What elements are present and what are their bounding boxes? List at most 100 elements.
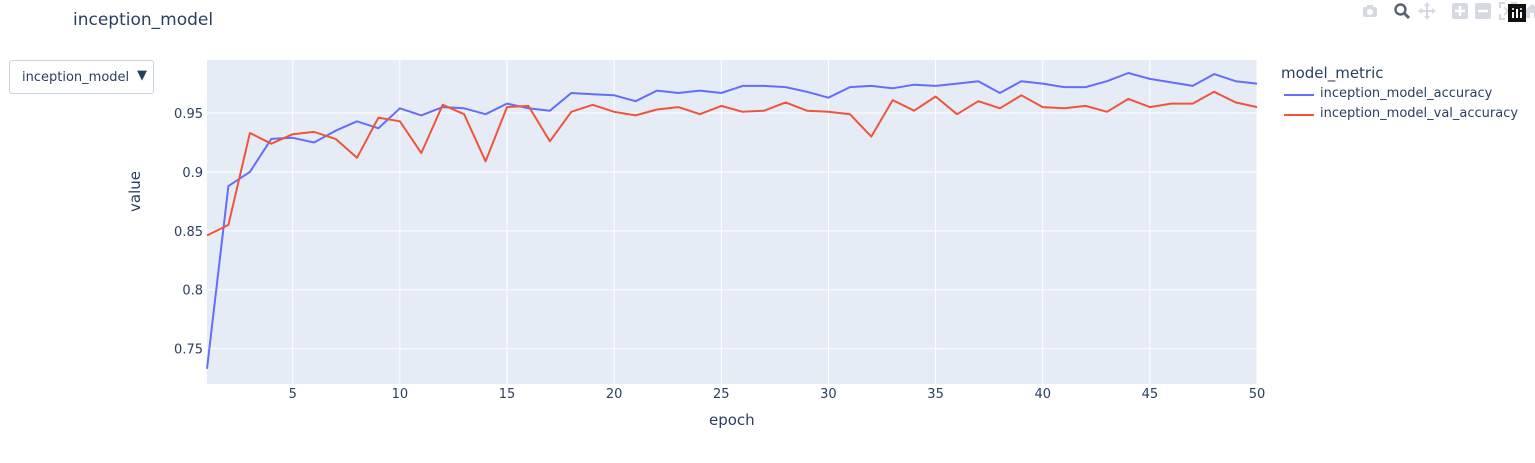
point-inception_model_val_accuracy-epoch-24[interactable] bbox=[697, 111, 703, 117]
point-inception_model_accuracy-epoch-43[interactable] bbox=[1104, 78, 1110, 84]
point-inception_model_val_accuracy-epoch-33[interactable] bbox=[890, 97, 896, 103]
point-inception_model_accuracy-epoch-28[interactable] bbox=[783, 84, 789, 90]
point-inception_model_accuracy-epoch-27[interactable] bbox=[761, 83, 767, 89]
point-inception_model_val_accuracy-epoch-27[interactable] bbox=[761, 108, 767, 114]
point-inception_model_accuracy-epoch-18[interactable] bbox=[568, 90, 574, 96]
point-inception_model_val_accuracy-epoch-3[interactable] bbox=[247, 130, 253, 136]
point-inception_model_accuracy-epoch-6[interactable] bbox=[311, 139, 317, 145]
point-inception_model_accuracy-epoch-19[interactable] bbox=[590, 91, 596, 97]
point-inception_model_accuracy-epoch-11[interactable] bbox=[418, 112, 424, 118]
point-inception_model_accuracy-epoch-30[interactable] bbox=[825, 95, 831, 101]
point-inception_model_val_accuracy-epoch-1[interactable] bbox=[204, 233, 210, 239]
point-inception_model_accuracy-epoch-36[interactable] bbox=[954, 81, 960, 87]
pan-icon[interactable] bbox=[1418, 2, 1436, 20]
point-inception_model_accuracy-epoch-20[interactable] bbox=[611, 92, 617, 98]
point-inception_model_accuracy-epoch-3[interactable] bbox=[247, 169, 253, 175]
point-inception_model_val_accuracy-epoch-12[interactable] bbox=[440, 102, 446, 108]
plotly-logo-icon[interactable] bbox=[1508, 4, 1526, 22]
point-inception_model_val_accuracy-epoch-40[interactable] bbox=[1040, 104, 1046, 110]
point-inception_model_accuracy-epoch-17[interactable] bbox=[547, 108, 553, 114]
point-inception_model_val_accuracy-epoch-29[interactable] bbox=[804, 108, 810, 114]
point-inception_model_accuracy-epoch-47[interactable] bbox=[1190, 83, 1196, 89]
point-inception_model_accuracy-epoch-32[interactable] bbox=[868, 83, 874, 89]
point-inception_model_accuracy-epoch-45[interactable] bbox=[1147, 76, 1153, 82]
point-inception_model_val_accuracy-epoch-15[interactable] bbox=[504, 104, 510, 110]
point-inception_model_val_accuracy-epoch-42[interactable] bbox=[1083, 103, 1089, 109]
point-inception_model_accuracy-epoch-48[interactable] bbox=[1211, 71, 1217, 77]
point-inception_model_accuracy-epoch-13[interactable] bbox=[461, 105, 467, 111]
point-inception_model_accuracy-epoch-37[interactable] bbox=[975, 78, 981, 84]
point-inception_model_accuracy-epoch-40[interactable] bbox=[1040, 81, 1046, 87]
point-inception_model_val_accuracy-epoch-48[interactable] bbox=[1211, 89, 1217, 95]
point-inception_model_val_accuracy-epoch-44[interactable] bbox=[1125, 96, 1131, 102]
point-inception_model_val_accuracy-epoch-31[interactable] bbox=[847, 111, 853, 117]
point-inception_model_accuracy-epoch-42[interactable] bbox=[1083, 84, 1089, 90]
point-inception_model_val_accuracy-epoch-8[interactable] bbox=[354, 155, 360, 161]
point-inception_model_accuracy-epoch-25[interactable] bbox=[718, 90, 724, 96]
point-inception_model_accuracy-epoch-24[interactable] bbox=[697, 88, 703, 94]
point-inception_model_val_accuracy-epoch-39[interactable] bbox=[1018, 92, 1024, 98]
point-inception_model_val_accuracy-epoch-43[interactable] bbox=[1104, 109, 1110, 115]
point-inception_model_val_accuracy-epoch-35[interactable] bbox=[933, 94, 939, 100]
point-inception_model_val_accuracy-epoch-19[interactable] bbox=[590, 102, 596, 108]
point-inception_model_val_accuracy-epoch-49[interactable] bbox=[1233, 99, 1239, 105]
point-inception_model_accuracy-epoch-26[interactable] bbox=[740, 83, 746, 89]
point-inception_model_val_accuracy-epoch-30[interactable] bbox=[825, 109, 831, 115]
point-inception_model_accuracy-epoch-31[interactable] bbox=[847, 84, 853, 90]
reset-axes-icon[interactable] bbox=[1523, 2, 1535, 20]
point-inception_model_val_accuracy-epoch-20[interactable] bbox=[611, 109, 617, 115]
point-inception_model_accuracy-epoch-23[interactable] bbox=[675, 90, 681, 96]
point-inception_model_accuracy-epoch-49[interactable] bbox=[1233, 78, 1239, 84]
point-inception_model_val_accuracy-epoch-5[interactable] bbox=[290, 131, 296, 137]
point-inception_model_val_accuracy-epoch-45[interactable] bbox=[1147, 104, 1153, 110]
point-inception_model_val_accuracy-epoch-10[interactable] bbox=[397, 118, 403, 124]
point-inception_model_accuracy-epoch-9[interactable] bbox=[375, 125, 381, 131]
series-line-inception_model_val_accuracy[interactable] bbox=[206, 90, 1258, 237]
point-inception_model_accuracy-epoch-21[interactable] bbox=[633, 98, 639, 104]
point-inception_model_val_accuracy-epoch-18[interactable] bbox=[568, 109, 574, 115]
point-inception_model_val_accuracy-epoch-37[interactable] bbox=[975, 98, 981, 104]
zoom-out-icon[interactable] bbox=[1474, 2, 1492, 20]
point-inception_model_val_accuracy-epoch-2[interactable] bbox=[225, 222, 231, 228]
point-inception_model_accuracy-epoch-38[interactable] bbox=[997, 90, 1003, 96]
point-inception_model_val_accuracy-epoch-41[interactable] bbox=[1061, 105, 1067, 111]
point-inception_model_accuracy-epoch-35[interactable] bbox=[933, 83, 939, 89]
point-inception_model_accuracy-epoch-50[interactable] bbox=[1254, 81, 1260, 87]
point-inception_model_accuracy-epoch-7[interactable] bbox=[333, 128, 339, 134]
point-inception_model_val_accuracy-epoch-21[interactable] bbox=[633, 112, 639, 118]
point-inception_model_val_accuracy-epoch-50[interactable] bbox=[1254, 104, 1260, 110]
point-inception_model_val_accuracy-epoch-7[interactable] bbox=[333, 136, 339, 142]
point-inception_model_val_accuracy-epoch-47[interactable] bbox=[1190, 101, 1196, 107]
point-inception_model_val_accuracy-epoch-14[interactable] bbox=[483, 158, 489, 164]
point-inception_model_val_accuracy-epoch-11[interactable] bbox=[418, 150, 424, 156]
point-inception_model_val_accuracy-epoch-9[interactable] bbox=[375, 115, 381, 121]
point-inception_model_val_accuracy-epoch-6[interactable] bbox=[311, 129, 317, 135]
point-inception_model_val_accuracy-epoch-26[interactable] bbox=[740, 109, 746, 115]
point-inception_model_accuracy-epoch-33[interactable] bbox=[890, 85, 896, 91]
point-inception_model_val_accuracy-epoch-23[interactable] bbox=[675, 104, 681, 110]
point-inception_model_accuracy-epoch-1[interactable] bbox=[204, 366, 210, 372]
point-inception_model_accuracy-epoch-34[interactable] bbox=[911, 82, 917, 88]
zoom-icon[interactable] bbox=[1393, 2, 1411, 20]
point-inception_model_val_accuracy-epoch-4[interactable] bbox=[268, 141, 274, 147]
point-inception_model_val_accuracy-epoch-46[interactable] bbox=[1168, 101, 1174, 107]
plot-area[interactable] bbox=[207, 60, 1257, 384]
point-inception_model_accuracy-epoch-44[interactable] bbox=[1125, 70, 1131, 76]
point-inception_model_val_accuracy-epoch-22[interactable] bbox=[654, 106, 660, 112]
point-inception_model_accuracy-epoch-14[interactable] bbox=[483, 111, 489, 117]
point-inception_model_val_accuracy-epoch-25[interactable] bbox=[718, 103, 724, 109]
point-inception_model_accuracy-epoch-29[interactable] bbox=[804, 89, 810, 95]
point-inception_model_accuracy-epoch-46[interactable] bbox=[1168, 79, 1174, 85]
point-inception_model_accuracy-epoch-39[interactable] bbox=[1018, 78, 1024, 84]
point-inception_model_accuracy-epoch-41[interactable] bbox=[1061, 84, 1067, 90]
point-inception_model_val_accuracy-epoch-36[interactable] bbox=[954, 111, 960, 117]
point-inception_model_accuracy-epoch-8[interactable] bbox=[354, 118, 360, 124]
point-inception_model_val_accuracy-epoch-17[interactable] bbox=[547, 138, 553, 144]
point-inception_model_accuracy-epoch-22[interactable] bbox=[654, 88, 660, 94]
point-inception_model_val_accuracy-epoch-38[interactable] bbox=[997, 105, 1003, 111]
point-inception_model_accuracy-epoch-10[interactable] bbox=[397, 105, 403, 111]
point-inception_model_val_accuracy-epoch-34[interactable] bbox=[911, 108, 917, 114]
series-line-inception_model_accuracy[interactable] bbox=[206, 72, 1258, 369]
camera-icon[interactable] bbox=[1361, 2, 1379, 20]
